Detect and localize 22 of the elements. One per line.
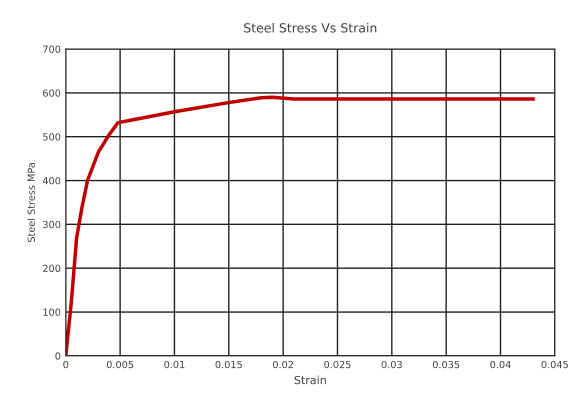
x-tick-label: 0.045 [542,360,568,368]
y-tick-label: 500 [43,133,60,141]
x-tick-label: 0.025 [324,360,351,368]
chart-title: Steel Stress Vs Strain [244,22,376,33]
x-tick-label: 0.005 [106,360,134,368]
y-tick-label: 700 [43,46,60,53]
x-tick-label: 0.035 [432,360,460,368]
line-series [66,96,535,356]
x-tick-label: 0.015 [216,360,242,368]
x-tick-label: 0.03 [382,360,402,368]
y-tick-label: 200 [43,264,60,272]
y-tick-label: 400 [42,177,60,184]
x-tick-label: 0.01 [164,360,184,368]
x-axis-title: Strain [294,376,326,384]
y-tick-label: 300 [43,220,60,228]
x-tick-label: 0.04 [490,360,511,368]
y-axis-title: Steel Stress MPa [27,163,35,242]
x-tick-label: 0.02 [272,360,293,368]
y-tick-label: 0 [55,352,60,360]
y-tick-label: 100 [43,308,60,316]
y-tick-label: 600 [43,89,60,97]
x-tick-label: 0 [63,360,68,368]
